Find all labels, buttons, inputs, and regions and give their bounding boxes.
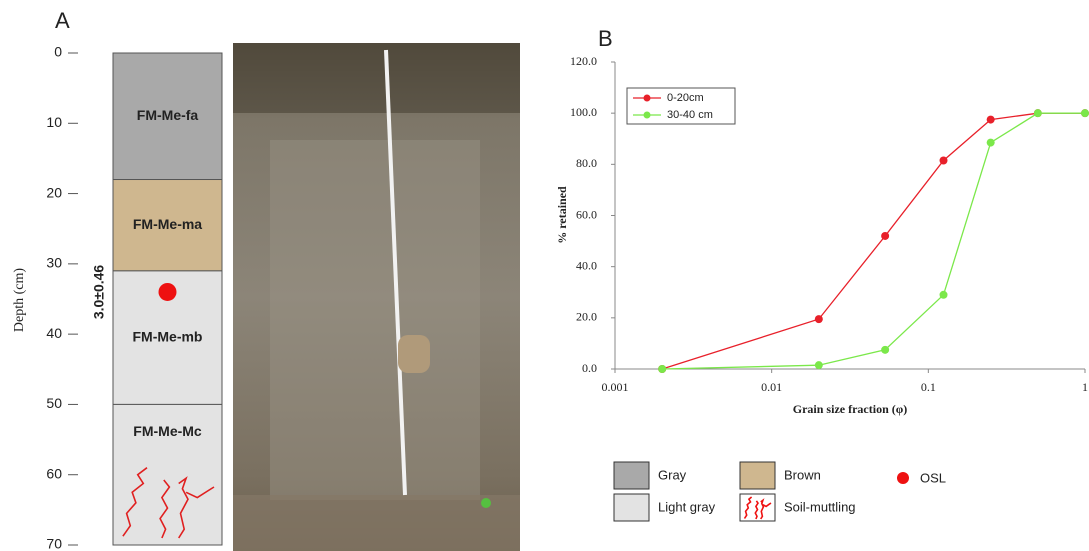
- legend-marker: [740, 462, 775, 489]
- y-tick-label: 10: [46, 114, 62, 130]
- osl-sample: [159, 283, 177, 301]
- y-tick-label: 30: [46, 255, 62, 271]
- sample-age: 3.0±0.46: [91, 265, 107, 320]
- layer-label: FM-Me-mb: [133, 328, 203, 344]
- legend-marker: [644, 95, 651, 102]
- point: [881, 346, 889, 354]
- point: [815, 361, 823, 369]
- point: [815, 315, 823, 323]
- y-tick-label: 60.0: [576, 207, 597, 221]
- point: [881, 232, 889, 240]
- y-tick-label: 40: [46, 325, 62, 341]
- legend-marker: [614, 494, 649, 521]
- y-tick-label: 20.0: [576, 310, 597, 324]
- y-tick-label: 40.0: [576, 258, 597, 272]
- legend-label: 0-20cm: [667, 92, 704, 104]
- y-tick-label: 0: [54, 44, 62, 60]
- legend-marker: [614, 462, 649, 489]
- legend-marker: [644, 112, 651, 119]
- x-tick-label: 0.001: [602, 380, 629, 394]
- y-axis-title: Depth (cm): [12, 268, 27, 332]
- y-tick-label: 120.0: [570, 54, 597, 68]
- point: [940, 156, 948, 164]
- y-tick-label: 60: [46, 465, 62, 481]
- point: [1034, 109, 1042, 117]
- legend-label: Gray: [658, 467, 687, 482]
- legend-label: 30-40 cm: [667, 109, 713, 121]
- legend-label: Soil-muttling: [784, 499, 856, 514]
- layer-label: FM-Me-ma: [133, 216, 202, 232]
- y-tick-label: 0.0: [582, 361, 597, 375]
- point: [987, 116, 995, 124]
- legend-marker: [897, 472, 909, 484]
- point: [987, 139, 995, 147]
- y-tick-label: 20: [46, 184, 62, 200]
- panel-label: B: [598, 26, 613, 51]
- y-tick-label: 50: [46, 395, 62, 411]
- y-tick-label: 100.0: [570, 105, 597, 119]
- panel-label: A: [55, 8, 70, 33]
- legend-label: Light gray: [658, 499, 716, 514]
- x-tick-label: 1: [1082, 380, 1088, 394]
- series-line: [662, 113, 1085, 369]
- y-tick-label: 80.0: [576, 156, 597, 170]
- point: [658, 365, 666, 373]
- y-tick-label: 70: [46, 536, 62, 551]
- soil-photo: [233, 43, 520, 551]
- point: [940, 291, 948, 299]
- layer-label: FM-Me-Mc: [133, 423, 202, 439]
- x-tick-label: 0.1: [921, 380, 936, 394]
- x-axis-title: Grain size fraction (φ): [793, 402, 907, 416]
- layer-label: FM-Me-fa: [137, 107, 199, 123]
- figure: A B Depth (cm) % retained Grain size fra…: [0, 0, 1089, 551]
- point: [1081, 109, 1089, 117]
- legend-label: OSL: [920, 470, 946, 485]
- series-line: [662, 113, 1085, 369]
- x-tick-label: 0.01: [761, 380, 782, 394]
- y-axis-title: % retained: [555, 186, 569, 244]
- legend-label: Brown: [784, 467, 821, 482]
